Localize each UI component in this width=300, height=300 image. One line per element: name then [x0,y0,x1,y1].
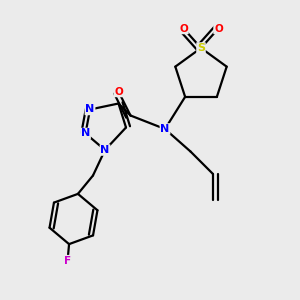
Text: O: O [214,23,223,34]
Text: N: N [81,128,90,139]
Text: N: N [85,104,94,115]
Text: F: F [64,256,71,266]
Text: O: O [179,23,188,34]
Text: N: N [160,124,169,134]
Text: N: N [100,145,109,155]
Text: O: O [114,86,123,97]
Text: S: S [197,43,205,53]
